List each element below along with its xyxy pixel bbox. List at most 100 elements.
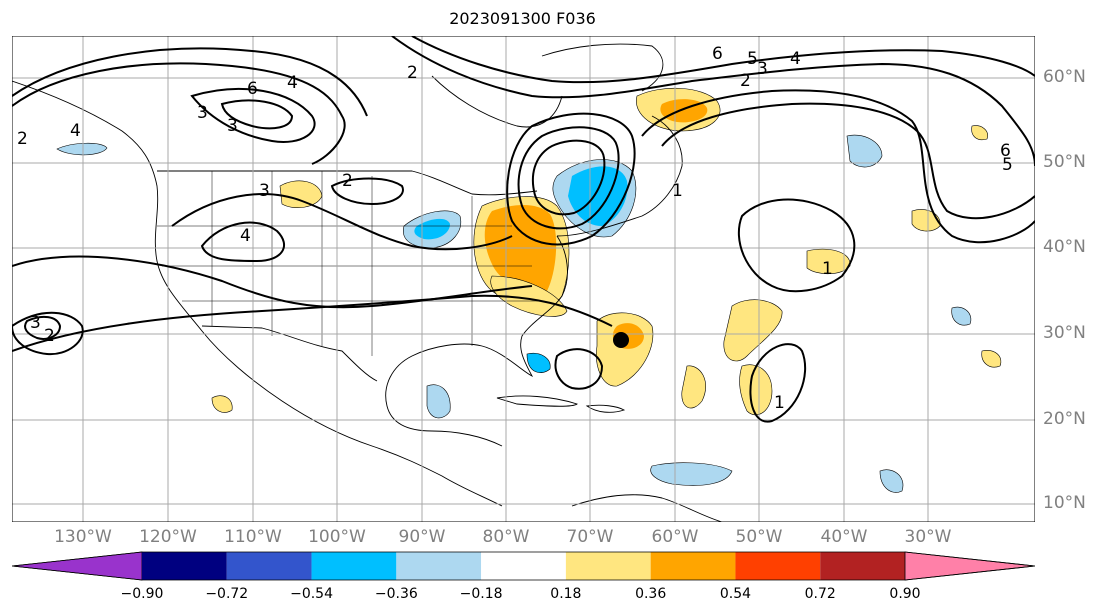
latitude-label: 20°N	[1043, 409, 1086, 429]
contour-label: 6	[247, 79, 258, 99]
contour-label: 1	[672, 181, 683, 201]
contour-line	[12, 294, 613, 352]
colorbar-segment	[142, 552, 227, 580]
north-america-west-coast	[12, 80, 503, 507]
height-contours	[12, 36, 1035, 423]
contour-line	[737, 198, 856, 293]
contour-line	[24, 315, 62, 340]
contour-label: 4	[70, 121, 81, 141]
contour-label: 3	[227, 116, 238, 136]
contour-label: 4	[790, 49, 801, 69]
contour-line	[12, 255, 533, 309]
cold-anomaly-caribbean	[650, 462, 733, 486]
contour-line	[554, 348, 604, 390]
colorbar-tick-label: 0.90	[889, 586, 921, 602]
colorbar-segment	[650, 552, 736, 580]
contour-label: 1	[774, 393, 785, 413]
latitude-label: 40°N	[1043, 237, 1086, 257]
cold-anomaly-southatlantic	[879, 469, 904, 493]
cold-anomaly-greatlakes-core	[414, 218, 450, 240]
contour-line	[171, 193, 513, 251]
us-mexico-border	[201, 325, 378, 382]
contour-label: 2	[740, 71, 751, 91]
cold-anomaly-gulf	[426, 384, 451, 419]
colorbar-tick-label: 0.36	[635, 586, 667, 602]
cold-anomaly-bermuda	[951, 306, 972, 326]
contour-line	[330, 177, 404, 206]
contour-label: 5	[1002, 155, 1013, 175]
colorbar-extend-high	[904, 551, 1035, 581]
warm-anomaly-atlantic4	[739, 364, 773, 416]
colorbar-tick-label: 0.72	[804, 586, 836, 602]
hudson-bay-coast	[431, 75, 563, 128]
south-america-coast	[571, 494, 723, 522]
warm-anomaly-baja	[211, 395, 233, 413]
longitude-label: 70°W	[566, 527, 614, 547]
contour-line	[506, 112, 636, 246]
contour-line	[391, 36, 1035, 167]
longitude-label: 90°W	[398, 527, 446, 547]
us-canada-border	[157, 170, 538, 196]
colorbar-segment	[481, 552, 566, 580]
warm-anomaly-gulf	[490, 275, 568, 317]
warm-anomaly-eastus-core	[484, 205, 557, 293]
colorbar-segment	[820, 552, 905, 580]
longitude-label: 110°W	[224, 527, 282, 547]
contour-label: 3	[757, 59, 768, 79]
longitude-label: 30°W	[904, 527, 952, 547]
contour-line	[641, 89, 1035, 244]
coastlines	[12, 43, 723, 522]
contour-line	[661, 102, 1035, 220]
cold-anomaly-northeast-core	[568, 166, 628, 226]
contour-label: 2	[342, 171, 353, 191]
map-title: 2023091300 F036	[449, 9, 596, 28]
colorbar-tick-label: −0.36	[374, 586, 418, 602]
contour-label: 2	[407, 63, 418, 83]
cold-anomaly-eastatlantic	[846, 134, 883, 168]
warm-anomaly-atlantic3	[806, 248, 851, 275]
contour-label: 2	[44, 326, 55, 346]
contour-label: 3	[259, 181, 270, 201]
contour-line	[190, 87, 316, 143]
colorbar-segment	[396, 552, 482, 580]
warm-anomaly-ne-atlantic	[971, 125, 988, 141]
longitude-label: 60°W	[651, 527, 699, 547]
contour-label: 4	[287, 73, 298, 93]
colorbar-tick-label: −0.54	[290, 586, 333, 602]
contour-line	[220, 99, 294, 130]
canada-maritime-coast	[556, 115, 683, 237]
contour-line	[532, 139, 606, 216]
latitude-label: 50°N	[1043, 152, 1086, 172]
contour-label: 6	[1000, 141, 1011, 161]
colorbar	[12, 551, 1035, 581]
contour-label: 5	[747, 49, 758, 69]
cold-anomaly-pacific	[56, 142, 108, 156]
longitude-label: 130°W	[54, 527, 112, 547]
warm-anomaly-atlantic2	[723, 299, 783, 362]
colorbar-outline	[12, 551, 1035, 581]
hispaniola-outline	[585, 404, 626, 413]
contour-line	[411, 36, 1035, 84]
colorbar-segment	[226, 552, 312, 580]
contour-line	[12, 47, 368, 117]
anomaly-fills	[56, 87, 1002, 493]
colorbar-segment	[311, 552, 397, 580]
contour-label: 3	[30, 313, 41, 333]
colorbar-segment	[565, 552, 651, 580]
longitude-label: 40°W	[820, 527, 868, 547]
contour-labels: 6 5 4 3 2 1 6 4 3 2 3 4 2 1 3 2 6 5 4 3 …	[17, 44, 1013, 413]
latitude-label: 10°N	[1043, 493, 1086, 513]
cold-anomaly-florida	[526, 353, 551, 373]
contour-label: 2	[17, 129, 28, 149]
latitude-label: 60°N	[1043, 67, 1086, 87]
colorbar-segment	[735, 552, 821, 580]
longitude-label: 80°W	[482, 527, 530, 547]
cuba-outline	[496, 395, 578, 407]
colorbar-tick-label: 0.54	[719, 586, 752, 602]
warm-anomaly-azores	[981, 350, 1002, 368]
contour-label: 6	[712, 44, 723, 64]
colorbar-tick-label: −0.18	[459, 586, 503, 602]
storm-center-marker	[613, 332, 629, 348]
longitude-label: 50°W	[735, 527, 783, 547]
warm-anomaly-atlantic5	[681, 365, 707, 409]
